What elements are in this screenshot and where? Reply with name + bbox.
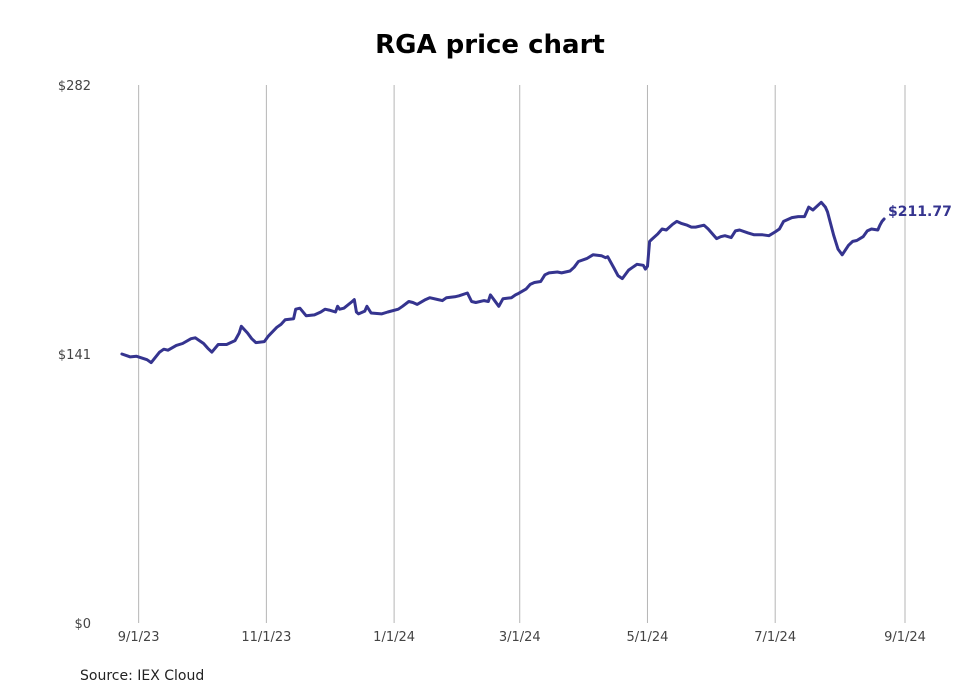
vertical-grid-lines: [138, 85, 906, 623]
chart-title: RGA price chart: [375, 30, 605, 60]
x-tick-label: 5/1/24: [627, 630, 669, 645]
x-tick-label: 9/1/23: [118, 630, 160, 645]
y-axis-tick-labels: $0 $141 $282: [58, 79, 91, 632]
last-price-label: $211.77: [888, 204, 952, 220]
source-note: Source: IEX Cloud: [80, 668, 205, 684]
x-tick-label: 9/1/24: [884, 630, 926, 645]
x-tick-label: 1/1/24: [373, 630, 415, 645]
y-tick-label: $282: [58, 79, 91, 94]
x-axis-tick-labels: 9/1/23 11/1/23 1/1/24 3/1/24 5/1/24 7/1/24 9/1…: [118, 630, 926, 645]
x-tick-label: 3/1/24: [499, 630, 541, 645]
x-tick-label: 7/1/24: [754, 630, 796, 645]
price-series-line: [120, 200, 886, 365]
y-tick-label: $0: [74, 617, 91, 632]
x-tick-label: 11/1/23: [241, 630, 291, 645]
y-tick-label: $141: [58, 348, 91, 363]
